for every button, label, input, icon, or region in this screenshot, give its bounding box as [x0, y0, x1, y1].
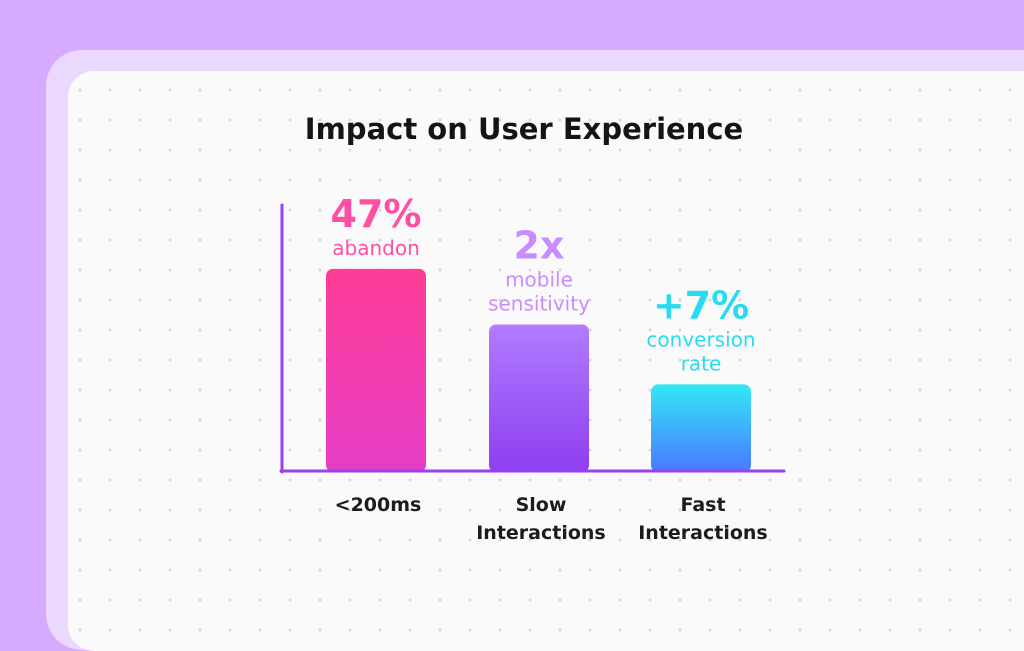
x-tick-label: <200ms	[335, 494, 422, 516]
bar-caption: rate	[681, 351, 722, 375]
bar-caption: conversion	[646, 327, 755, 351]
bar-value-label: 2x	[514, 223, 565, 267]
x-tick-label: Interactions	[638, 522, 768, 544]
bar-caption: mobile	[505, 267, 573, 291]
bar-value-label: +7%	[653, 283, 749, 327]
bar	[489, 324, 589, 472]
bar-caption: sensitivity	[488, 291, 590, 315]
chart-title: Impact on User Experience	[304, 112, 744, 146]
bar-value-label: 47%	[331, 192, 422, 236]
bar-caption: abandon	[332, 236, 420, 260]
bar	[326, 268, 426, 472]
x-tick-label: Slow	[516, 494, 567, 516]
x-tick-label: Fast	[680, 494, 725, 516]
x-tick-label: Interactions	[476, 522, 606, 544]
bar	[651, 384, 751, 472]
